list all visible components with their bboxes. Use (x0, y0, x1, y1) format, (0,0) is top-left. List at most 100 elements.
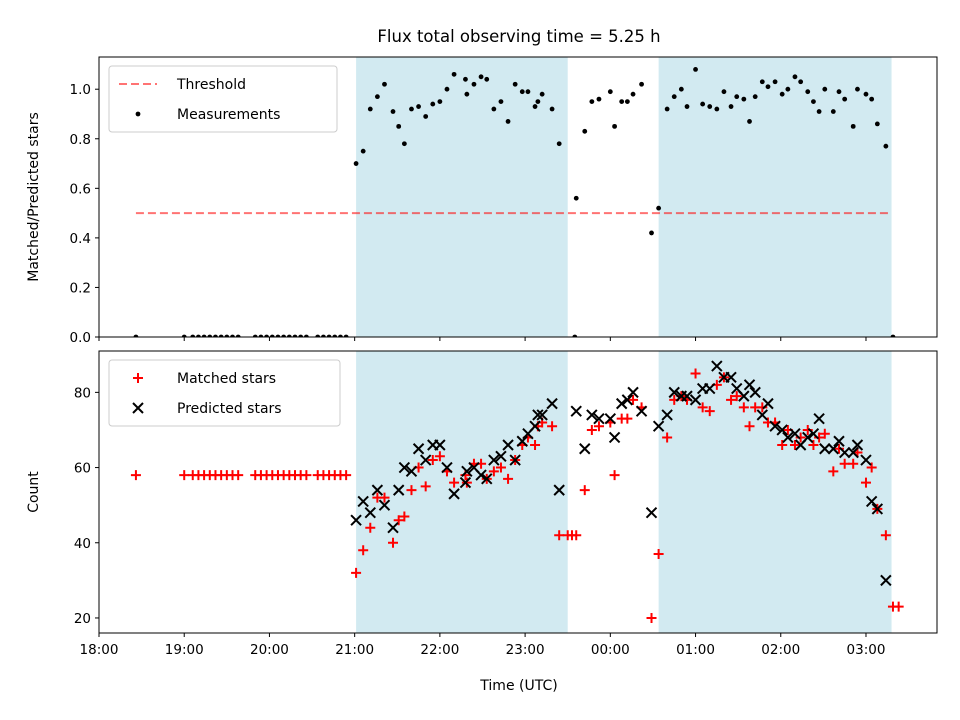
matched-star-point (503, 473, 514, 484)
measurement-point (213, 334, 218, 337)
matched-star-point (726, 394, 737, 405)
y-tick-label: 0.6 (70, 181, 91, 197)
predicted-star-point (488, 454, 500, 466)
measurement-point (596, 96, 602, 102)
measurement-point (252, 334, 258, 337)
matched-star-point (628, 394, 639, 405)
y-axis-label: Matched/Predicted stars (26, 112, 42, 282)
measurement-point (512, 81, 518, 87)
predicted-star-point (827, 443, 840, 455)
matched-star-point (579, 485, 590, 496)
measurement-point (721, 89, 727, 95)
axes-frame (98, 350, 938, 634)
matched-star-point (893, 601, 904, 612)
predicted-star-point (819, 443, 831, 455)
measurement-point (811, 99, 816, 105)
measurement-point (535, 99, 541, 105)
matched-star-point (704, 406, 715, 417)
predicted-star-point (448, 488, 460, 500)
legend-predicted-swatch (132, 402, 144, 414)
matched-star-point (530, 440, 541, 450)
predicted-star-point (586, 409, 598, 421)
flux-ratio-panel: 0.0 0.2 0.4 0.6 0.8 1.0 Matched/Predicted star… (26, 56, 938, 346)
predicted-star-point (681, 390, 693, 402)
matched-star-point (819, 428, 830, 439)
measurement-point (401, 141, 407, 147)
measurement-point (133, 334, 139, 337)
measurement-point (430, 101, 436, 107)
measurement-point (484, 76, 490, 82)
matched-star-point (586, 424, 597, 435)
predicted-star-point (738, 390, 750, 402)
predicted-star-point (529, 420, 541, 432)
matched-star-point (839, 458, 850, 469)
matched-star-point (365, 522, 376, 533)
predicted-star-point (711, 360, 723, 372)
matched-star-point (420, 481, 431, 492)
y-tick-label: 0.8 (70, 132, 91, 148)
measurement-point (714, 106, 720, 112)
matched-star-point (341, 470, 352, 481)
predicted-star-point (516, 435, 528, 447)
predicted-star-point (776, 424, 788, 436)
predicted-star-point (357, 495, 369, 508)
predicted-star-point (743, 379, 756, 391)
measurement-point (396, 123, 402, 129)
predicted-star-point (860, 454, 872, 466)
predicted-star-point (398, 461, 411, 474)
matched-star-point (880, 530, 891, 541)
predicted-star-point (371, 484, 384, 496)
measurement-point (805, 89, 811, 95)
observing-window (658, 351, 892, 633)
measurement-point (890, 334, 896, 337)
predicted-star-point (833, 435, 845, 447)
matched-star-point (697, 402, 708, 413)
measurement-point (471, 81, 477, 87)
measurement-point (218, 334, 224, 337)
matched-star-point (653, 549, 664, 560)
predicted-star-point (434, 439, 446, 451)
measurement-point (850, 123, 856, 129)
matched-star-point (571, 530, 582, 541)
matched-star-point (488, 466, 499, 477)
matched-star-point (495, 462, 506, 473)
measurement-point (315, 334, 321, 337)
measurement-point (264, 334, 269, 337)
matched-star-point (808, 440, 819, 450)
measurement-point (409, 106, 414, 112)
legend-label: Measurements (177, 107, 280, 123)
legend-measurement-swatch (135, 111, 141, 117)
matched-star-point (351, 567, 362, 578)
predicted-star-point (604, 412, 617, 425)
measurement-point (830, 109, 836, 114)
predicted-star-point (419, 454, 432, 466)
legend-label: Matched stars (177, 371, 276, 387)
star-count-panel: 18:00 19:00 20:00 21:00 22:00 23:00 00:00 01:00… (26, 350, 938, 658)
measurement-point (707, 104, 713, 109)
predicted-star-point (802, 431, 814, 444)
matched-star-point (744, 421, 755, 432)
matched-star-point (731, 391, 742, 402)
measurement-point (181, 334, 187, 337)
measurement-point (498, 99, 504, 105)
matched-star-point (554, 530, 565, 541)
matched-star-point (379, 492, 390, 503)
y-tick-label: 80 (74, 385, 91, 401)
measurement-point (822, 86, 828, 92)
predicted-star-point (880, 574, 892, 587)
measurement-point (437, 99, 443, 105)
predicted-star-point (579, 443, 591, 455)
measurement-point (464, 91, 470, 97)
matched-star-point (828, 466, 839, 477)
measurement-point (734, 94, 740, 100)
measurement-point (235, 334, 241, 337)
measurement-point (190, 334, 196, 337)
matched-star-point (461, 477, 472, 488)
predicted-star-point (769, 420, 781, 432)
matched-star-point (388, 537, 399, 548)
measurement-point (374, 94, 380, 100)
plot-area (130, 351, 904, 633)
measurement-point (785, 86, 791, 92)
predicted-star-point (570, 405, 582, 417)
